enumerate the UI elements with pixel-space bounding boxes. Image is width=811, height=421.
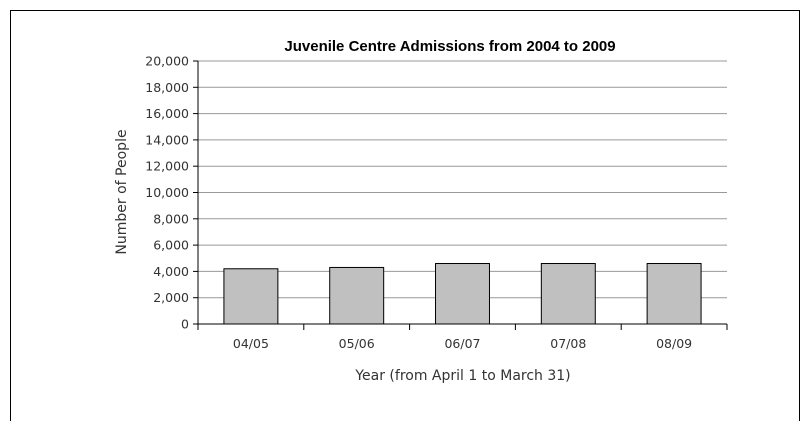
x-axis-title: Year (from April 1 to March 31) [354, 368, 570, 384]
y-tick-label: 18,000 [145, 80, 189, 95]
y-tick-label: 10,000 [145, 185, 189, 200]
y-tick-label: 6,000 [153, 238, 189, 253]
x-tick-label: 05/06 [339, 336, 375, 351]
bar-06-07 [435, 263, 490, 325]
y-axis-ticks: 0 2,000 4,000 6,000 8,000 10,000 12,000 14,000 1… [145, 54, 198, 332]
x-tick-label: 06/07 [444, 336, 480, 351]
bars [223, 263, 702, 325]
y-tick-label: 8,000 [153, 211, 189, 226]
x-tick-label: 04/05 [233, 336, 269, 351]
gridlines [198, 60, 727, 299]
y-tick-label: 4,000 [153, 264, 189, 279]
bar-08-09 [646, 263, 702, 325]
bar-05-06 [329, 266, 385, 325]
y-tick-label: 12,000 [145, 159, 189, 174]
chart-title: Juvenile Centre Admissions from 2004 to … [284, 38, 615, 55]
y-tick-label: 0 [181, 317, 189, 332]
bar-07-08 [540, 263, 596, 325]
y-tick-label: 14,000 [145, 132, 189, 147]
x-axis-ticks: 04/05 05/06 06/07 07/08 08/09 [197, 324, 728, 351]
y-tick-label: 2,000 [153, 290, 189, 305]
y-tick-label: 20,000 [145, 54, 189, 69]
x-tick-label: 08/09 [656, 336, 692, 351]
chart-frame [10, 10, 800, 421]
y-axis-title: Number of People [114, 129, 130, 254]
y-tick-label: 16,000 [145, 106, 189, 121]
bar-04-05 [223, 268, 279, 325]
x-tick-label: 07/08 [550, 336, 586, 351]
